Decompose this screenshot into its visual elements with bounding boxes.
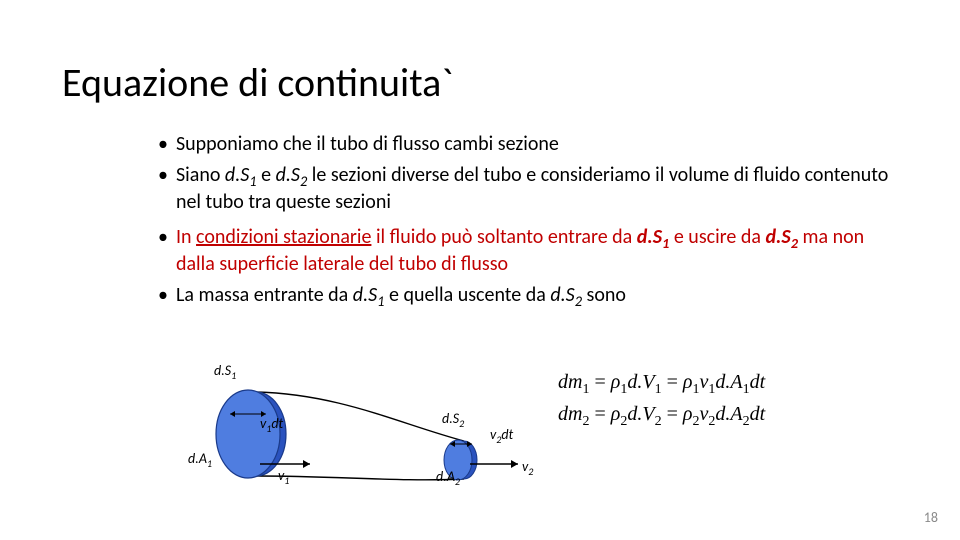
bullet-2: • Siano d.S1 e d.S2 le sezioni diverse d… — [158, 163, 898, 215]
bullet-dot: • — [158, 225, 168, 249]
label-da2: d.A2 — [436, 468, 460, 488]
equation-2: dm2 = ρ2d.V2 = ρ2ν2d.A2dt — [558, 400, 765, 432]
bullet-dot: • — [158, 163, 168, 187]
tube-svg — [200, 364, 570, 499]
page-title: Equazione di continuita` — [62, 58, 453, 107]
label-da1: d.A1 — [188, 450, 212, 470]
bullet-text: La massa entrante da d.S1 e quella uscen… — [176, 283, 626, 310]
equation-1: dm1 = ρ1d.V1 = ρ1ν1d.A1dt — [558, 368, 765, 400]
bullet-1: • Supponiamo che il tubo di flusso cambi… — [158, 132, 898, 157]
label-ds1: d.S1 — [214, 362, 236, 382]
label-v2dt: v2dt — [490, 426, 513, 446]
bullet-dot: • — [158, 283, 168, 307]
bullet-list: • Supponiamo che il tubo di flusso cambi… — [158, 132, 898, 316]
bullet-dot: • — [158, 132, 168, 156]
label-v1: v1 — [278, 467, 289, 487]
label-v1dt: v1dt — [260, 415, 283, 435]
bullet-text: In condizioni stazionarie il fluido può … — [176, 225, 898, 277]
equations-block: dm1 = ρ1d.V1 = ρ1ν1d.A1dt dm2 = ρ2d.V2 =… — [558, 368, 765, 433]
tube-diagram: d.S1 d.S2 d.A1 d.A2 v1dt v2dt v1 v2 — [200, 364, 570, 494]
bullet-text: Supponiamo che il tubo di flusso cambi s… — [176, 132, 559, 157]
bullet-3: • In condizioni stazionarie il fluido pu… — [158, 225, 898, 277]
label-ds2: d.S2 — [442, 410, 464, 430]
label-v2: v2 — [522, 458, 533, 478]
page-number: 18 — [924, 509, 938, 526]
bullet-4: • La massa entrante da d.S1 e quella usc… — [158, 283, 898, 310]
bullet-text: Siano d.S1 e d.S2 le sezioni diverse del… — [176, 163, 898, 215]
